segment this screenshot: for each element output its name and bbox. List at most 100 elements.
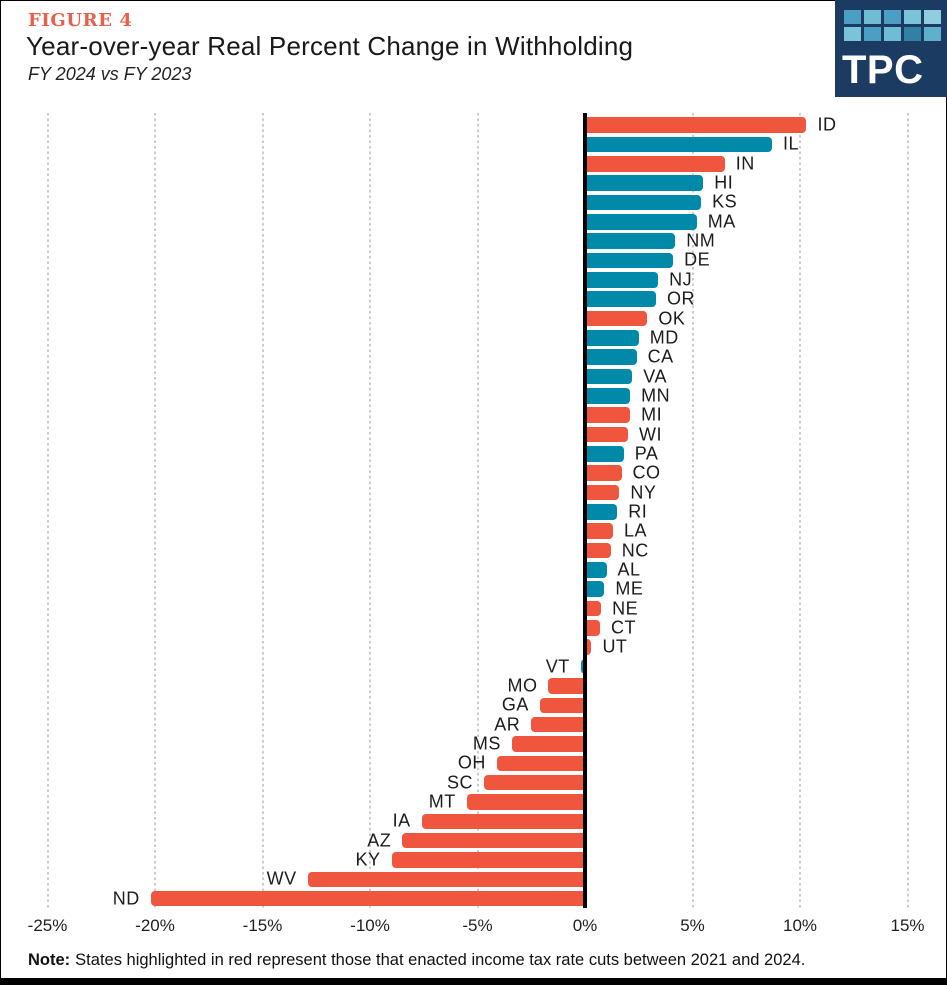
- bar-label-IL: IL: [783, 133, 800, 154]
- x-tick-label--15%: -15%: [242, 916, 283, 935]
- logo-square: [904, 10, 921, 24]
- logo-square: [864, 27, 881, 41]
- bar-label-PA: PA: [634, 443, 659, 464]
- bar-label-GA: GA: [501, 694, 529, 715]
- bar-HI: [585, 175, 704, 191]
- bar-label-IN: IN: [735, 153, 755, 174]
- bar-VT: [580, 658, 585, 675]
- bar-MS: [511, 736, 585, 752]
- footnote-label: Note:: [28, 951, 71, 969]
- bar-label-OK: OK: [658, 308, 686, 328]
- tpc-logo-text: TPC: [842, 48, 924, 92]
- logo-square: [844, 10, 861, 24]
- logo-square: [864, 10, 881, 24]
- bar-label-WI: WI: [639, 424, 662, 445]
- bar-label-KY: KY: [355, 849, 381, 870]
- bar-label-MT: MT: [428, 791, 456, 812]
- bar-label-CT: CT: [611, 617, 637, 638]
- logo-square: [844, 27, 861, 41]
- footnote-text: States highlighted in red represent thos…: [75, 951, 806, 969]
- bottom-black-strip: [0, 978, 947, 985]
- bar-MO: [548, 678, 585, 694]
- bar-RI: [585, 504, 618, 520]
- bar-label-WV: WV: [266, 868, 297, 889]
- bar-label-ND: ND: [112, 888, 140, 909]
- gridline--25%: [46, 113, 49, 908]
- logo-square: [884, 27, 901, 41]
- bar-AZ: [402, 832, 585, 849]
- figure-number-label: FIGURE 4: [28, 10, 133, 31]
- bar-label-MO: MO: [507, 675, 538, 696]
- bar-label-NC: NC: [621, 540, 649, 561]
- tpc-logo: TPC: [835, 0, 947, 97]
- gridline-5%: [691, 113, 694, 908]
- bar-PA: [585, 446, 624, 462]
- bar-IA: [421, 813, 585, 830]
- logo-square: [884, 10, 901, 24]
- bar-ND: [150, 890, 585, 907]
- bar-label-LA: LA: [623, 520, 647, 541]
- bar-label-NE: NE: [612, 598, 639, 619]
- bar-label-OH: OH: [457, 752, 486, 773]
- bar-label-ME: ME: [615, 578, 644, 599]
- bar-label-VT: VT: [545, 656, 570, 677]
- bar-MN: [585, 388, 631, 404]
- bar-MT: [466, 794, 585, 810]
- x-tick-label-5%: 5%: [680, 916, 705, 935]
- bar-GA: [539, 697, 585, 714]
- bar-ID: [585, 117, 807, 133]
- logo-square: [924, 10, 941, 24]
- bar-NE: [585, 600, 602, 617]
- bar-OH: [496, 755, 585, 772]
- gridline--10%: [369, 113, 371, 908]
- bar-VA: [585, 368, 633, 385]
- zero-axis-line: [583, 113, 587, 908]
- bar-label-MA: MA: [707, 211, 736, 232]
- bar-WI: [585, 426, 628, 443]
- logo-square: [924, 27, 941, 41]
- bar-label-CA: CA: [647, 346, 674, 367]
- bar-label-CO: CO: [632, 462, 661, 483]
- bar-label-HI: HI: [714, 172, 734, 193]
- bar-NJ: [585, 272, 659, 288]
- bar-label-OR: OR: [666, 288, 695, 309]
- bar-label-MD: MD: [649, 327, 679, 348]
- bar-MA: [585, 214, 697, 230]
- bar-label-AZ: AZ: [367, 830, 392, 851]
- x-tick-label--10%: -10%: [350, 916, 390, 935]
- bar-CT: [585, 620, 601, 636]
- bar-label-MI: MI: [641, 404, 663, 425]
- bar-NY: [585, 484, 620, 501]
- footnote: Note: States highlighted in red represent…: [28, 951, 805, 970]
- bar-label-UT: UT: [602, 636, 628, 657]
- bar-label-AR: AR: [494, 714, 521, 735]
- bar-label-KS: KS: [712, 191, 738, 212]
- x-tick-label-0%: 0%: [572, 916, 598, 935]
- bar-SC: [483, 774, 585, 791]
- gridline-10%: [799, 113, 801, 908]
- x-tick-label--5%: -5%: [462, 916, 493, 935]
- bar-AL: [585, 562, 607, 578]
- bar-KS: [585, 194, 702, 211]
- bar-label-IA: IA: [392, 810, 411, 831]
- bar-label-ID: ID: [817, 114, 837, 135]
- x-tick-label-10%: 10%: [782, 916, 818, 935]
- bar-OK: [585, 310, 648, 327]
- chart-title: Year-over-year Real Percent Change in Wi…: [26, 31, 634, 61]
- bar-label-RI: RI: [628, 501, 648, 522]
- bar-label-SC: SC: [446, 772, 473, 793]
- bar-label-NM: NM: [686, 230, 716, 251]
- bar-ME: [585, 581, 605, 598]
- bar-KY: [391, 852, 585, 868]
- bar-NC: [585, 542, 611, 559]
- bar-label-VA: VA: [643, 366, 667, 387]
- bar-NM: [585, 233, 676, 249]
- bar-label-MS: MS: [472, 733, 501, 754]
- bar-IN: [585, 155, 725, 172]
- bar-DE: [585, 252, 674, 269]
- bar-MD: [585, 330, 639, 346]
- bar-label-NY: NY: [630, 482, 657, 503]
- x-tick-label--20%: -20%: [135, 916, 175, 935]
